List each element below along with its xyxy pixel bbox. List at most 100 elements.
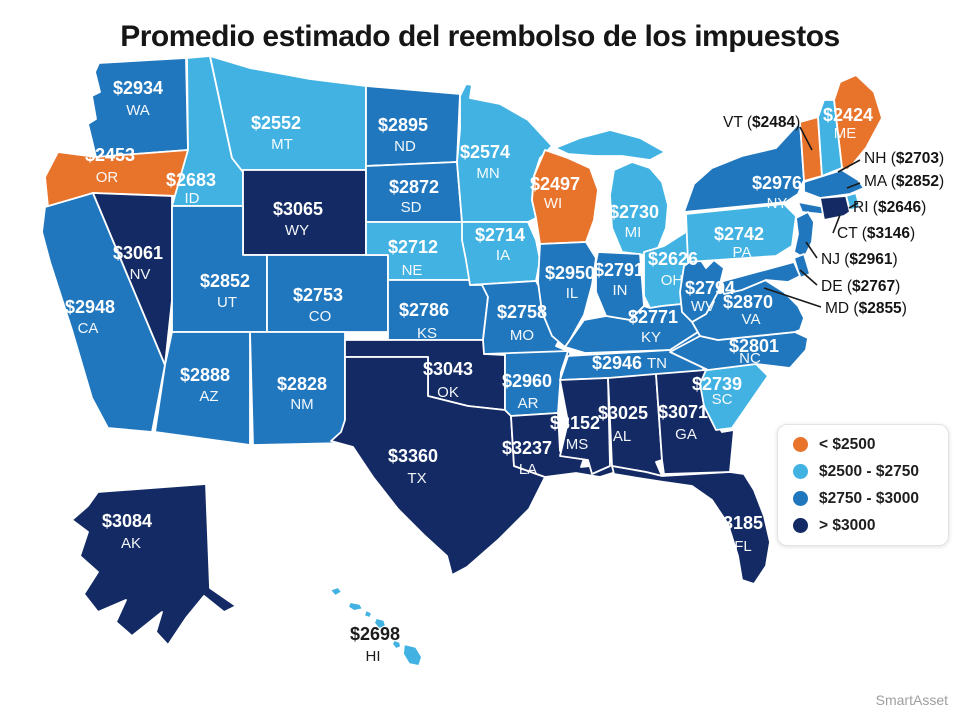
state-value-label-id: $2683 — [166, 170, 216, 190]
legend-swatch-b2500 — [793, 464, 808, 479]
state-ak — [71, 483, 237, 646]
callout-line-nj — [805, 241, 818, 259]
state-abbr-label-oh: OH — [661, 272, 684, 289]
state-abbr-label-mt: MT — [271, 136, 293, 153]
state-abbr-label-va: VA — [742, 311, 761, 328]
state-value-label-oh: $2626 — [648, 249, 698, 269]
callout-label-md: MD ($2855) — [825, 300, 907, 317]
state-value-label-ca: $2948 — [65, 297, 115, 317]
state-wi — [531, 149, 599, 245]
state-value-label-ms: $3152 — [550, 413, 600, 433]
state-fl — [611, 465, 771, 585]
state-value-label-il: $2950 — [545, 263, 595, 283]
state-value-label-nm: $2828 — [277, 374, 327, 394]
state-value-label-tx: $3360 — [388, 446, 438, 466]
legend-item-b2750: $2750 - $3000 — [778, 490, 948, 508]
state-value-label-in: $2791 — [594, 260, 644, 280]
state-abbr-label-or: OR — [96, 169, 119, 186]
state-value-label-wv: $2794 — [685, 278, 735, 298]
legend-item-lt2500: < $2500 — [778, 436, 948, 454]
attribution-logo: SmartAsset — [875, 692, 948, 708]
state-value-label-wa: $2934 — [113, 78, 163, 98]
state-value-label-co: $2753 — [293, 285, 343, 305]
state-value-label-tn: $2946 — [592, 353, 642, 373]
legend-swatch-gt3000 — [793, 518, 808, 533]
state-ma — [803, 169, 865, 199]
state-abbr-label-wy: WY — [285, 222, 309, 239]
state-sc — [699, 363, 769, 431]
state-value-label-mi: $2730 — [609, 202, 659, 222]
state-abbr-label-ar: AR — [518, 395, 539, 412]
callout-line-de — [799, 269, 818, 286]
state-nh — [817, 99, 843, 177]
state-abbr-label-la: LA — [519, 461, 537, 478]
callout-line-nh — [837, 159, 861, 173]
state-md — [719, 261, 801, 295]
state-abbr-label-wi: WI — [544, 195, 562, 212]
state-value-label-wy: $3065 — [273, 199, 323, 219]
state-value-label-la: $3237 — [502, 438, 552, 458]
callout-label-ma: MA ($2852) — [864, 173, 944, 190]
state-abbr-label-mi: MI — [625, 224, 642, 241]
callout-label-ri: RI ($2646) — [853, 199, 926, 216]
state-ct — [819, 195, 851, 221]
callout-line-ct — [832, 214, 841, 234]
state-abbr-label-mo: MO — [510, 327, 534, 344]
state-nj — [793, 211, 815, 259]
state-value-label-sc: $2739 — [692, 374, 742, 394]
state-value-label-me: $2424 — [823, 105, 873, 125]
state-az — [154, 331, 251, 446]
state-abbr-label-co: CO — [309, 308, 332, 325]
state-abbr-label-me: ME — [834, 125, 857, 142]
state-abbr-label-sd: SD — [401, 199, 422, 216]
callout-label-de: DE ($2767) — [821, 278, 900, 295]
state-value-label-al: $3025 — [598, 403, 648, 423]
state-abbr-label-ky: KY — [641, 329, 661, 346]
state-value-label-pa: $2742 — [714, 224, 764, 244]
legend-label-b2500: $2500 - $2750 — [819, 462, 919, 480]
state-value-label-ne: $2712 — [388, 237, 438, 257]
state-wv — [679, 255, 725, 323]
state-value-label-ia: $2714 — [475, 225, 525, 245]
callout-line-ri — [848, 202, 859, 209]
state-value-label-ks: $2786 — [399, 300, 449, 320]
state-abbr-label-ga: GA — [675, 426, 697, 443]
state-abbr-label-in: IN — [613, 282, 628, 299]
legend-swatch-lt2500 — [793, 437, 808, 452]
callout-label-vt: VT ($2484) — [723, 114, 800, 131]
state-abbr-label-nv: NV — [130, 266, 151, 283]
state-value-label-ok: $3043 — [423, 359, 473, 379]
state-value-label-mn: $2574 — [460, 142, 510, 162]
state-abbr-label-ms: MS — [566, 436, 589, 453]
legend-label-b2750: $2750 - $3000 — [819, 489, 919, 507]
state-abbr-label-ia: IA — [496, 247, 510, 264]
legend-swatch-b2750 — [793, 491, 808, 506]
state-pa — [685, 203, 797, 263]
state-hi — [329, 586, 423, 667]
callout-label-nj: NJ ($2961) — [821, 251, 898, 268]
state-abbr-label-hi: HI — [366, 648, 381, 665]
state-abbr-label-ak: AK — [121, 535, 141, 552]
state-abbr-label-wa: WA — [126, 102, 150, 119]
state-abbr-label-mn: MN — [476, 165, 499, 182]
legend-item-b2500: $2500 - $2750 — [778, 463, 948, 481]
page-title: Promedio estimado del reembolso de los i… — [120, 20, 840, 53]
state-abbr-label-al: AL — [613, 428, 631, 445]
state-value-label-nd: $2895 — [378, 115, 428, 135]
callout-label-nh: NH ($2703) — [864, 150, 944, 167]
state-abbr-label-nd: ND — [394, 138, 416, 155]
state-mi — [554, 129, 669, 256]
legend-label-gt3000: > $3000 — [819, 516, 876, 534]
callout-line-vt — [799, 126, 813, 151]
state-value-label-hi: $2698 — [350, 624, 400, 644]
state-value-label-mo: $2758 — [497, 302, 547, 322]
state-value-label-mt: $2552 — [251, 113, 301, 133]
state-abbr-label-pa: PA — [733, 244, 752, 261]
state-abbr-label-nc: NC — [739, 350, 761, 367]
legend-label-lt2500: < $2500 — [819, 435, 876, 453]
legend-item-gt3000: > $3000 — [778, 517, 948, 535]
state-value-label-wi: $2497 — [530, 174, 580, 194]
legend-box: < $2500 $2500 - $2750 $2750 - $3000 > $3000 — [777, 424, 949, 546]
